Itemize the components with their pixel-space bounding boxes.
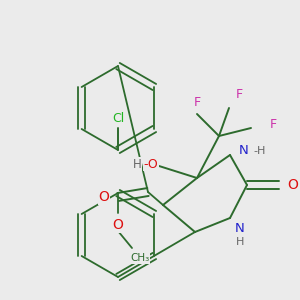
- Text: F: F: [236, 88, 243, 100]
- Text: N: N: [239, 145, 249, 158]
- Text: F: F: [194, 95, 201, 109]
- Text: Cl: Cl: [112, 112, 124, 124]
- Text: O: O: [99, 190, 110, 204]
- Text: N: N: [235, 221, 245, 235]
- Text: H: H: [236, 237, 244, 247]
- Text: -H: -H: [254, 146, 266, 156]
- Text: -O: -O: [144, 158, 158, 170]
- Text: O: O: [112, 218, 123, 232]
- Text: O: O: [288, 178, 298, 192]
- Text: F: F: [269, 118, 277, 130]
- Text: CH₃: CH₃: [130, 253, 150, 263]
- Text: H: H: [133, 158, 141, 170]
